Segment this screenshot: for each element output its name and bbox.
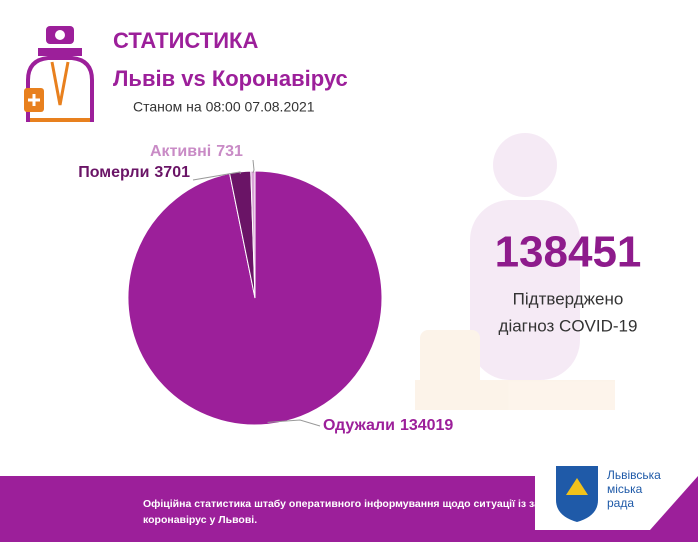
subtitle: Львів vs Коронавірус bbox=[113, 66, 348, 91]
logo-lion bbox=[566, 478, 588, 495]
pie-label: Померли 3701 bbox=[78, 164, 190, 181]
pie-label-value: 731 bbox=[216, 143, 243, 160]
leader-line bbox=[192, 171, 241, 181]
footer-text: Офіційна статистика штабу оперативного і… bbox=[143, 498, 540, 510]
pie-label: Активні 731 bbox=[150, 143, 243, 160]
leader-line bbox=[267, 419, 321, 427]
logo-text: рада bbox=[607, 496, 634, 510]
title: СТАТИСТИКА bbox=[113, 28, 258, 53]
date: Станом на 08:00 07.08.2021 bbox=[133, 99, 315, 115]
logo-text: міська bbox=[607, 482, 643, 496]
pie-label-value: 134019 bbox=[400, 417, 453, 434]
pie-label-name: Померли bbox=[78, 164, 149, 181]
pie-label-name: Одужали bbox=[323, 417, 395, 434]
caption: діагноз COVID-19 bbox=[499, 316, 638, 335]
leader-line bbox=[252, 159, 255, 174]
watermark bbox=[415, 133, 615, 410]
total: 138451 bbox=[495, 228, 642, 277]
logo-text: Львівська bbox=[607, 468, 661, 482]
pie-label: Одужали 134019 bbox=[323, 417, 453, 434]
pie-label-value: 3701 bbox=[154, 164, 190, 181]
footer-text: коронавірус у Львові. bbox=[143, 514, 257, 526]
pie-slice bbox=[250, 170, 256, 299]
caption: Підтверджено bbox=[513, 289, 624, 308]
doctor-icon bbox=[24, 26, 94, 122]
pie: Одужали 134019 Померли 3701 Активні 731 bbox=[78, 143, 453, 434]
pie-label-name: Активні bbox=[150, 143, 211, 160]
